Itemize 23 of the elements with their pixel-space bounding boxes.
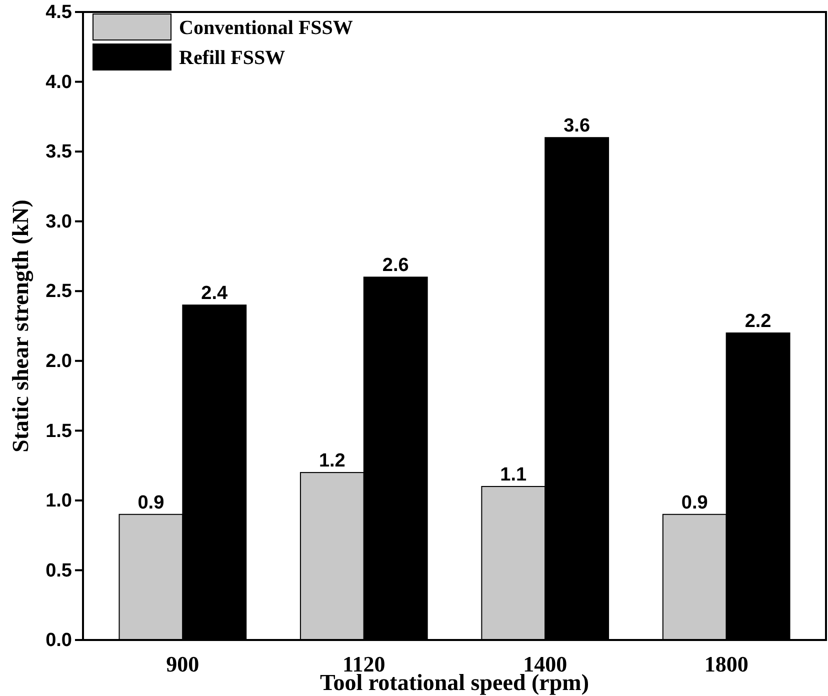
y-tick-label: 4.0 — [46, 72, 72, 93]
y-tick-label: 1.0 — [46, 490, 72, 512]
data-label: 3.6 — [564, 116, 590, 137]
y-tick-label: 2.5 — [46, 281, 72, 302]
x-tick-label: 900 — [166, 652, 200, 677]
y-tick-label: 0.5 — [46, 560, 72, 582]
y-axis-title: Static shear strength (kN) — [8, 200, 34, 452]
y-tick-label: 0.0 — [46, 630, 72, 652]
legend-label: Conventional FSSW — [179, 17, 353, 39]
y-tick-label: 3.0 — [46, 211, 72, 232]
legend-label: Refill FSSW — [179, 47, 286, 69]
data-label: 0.9 — [138, 492, 164, 514]
data-label: 0.9 — [681, 492, 708, 514]
y-tick-label: 2.0 — [46, 350, 72, 372]
data-label: 1.1 — [500, 464, 528, 486]
data-label: 2.2 — [744, 310, 772, 332]
data-label: 2.4 — [201, 283, 228, 304]
data-label: 1.2 — [318, 450, 346, 472]
data-label: 2.6 — [382, 255, 409, 276]
y-tick-label: 1.5 — [46, 420, 72, 442]
y-tick-label: 4.5 — [46, 2, 72, 24]
x-tick-label: 1800 — [704, 652, 748, 677]
y-tick-label: 3.5 — [46, 142, 72, 163]
